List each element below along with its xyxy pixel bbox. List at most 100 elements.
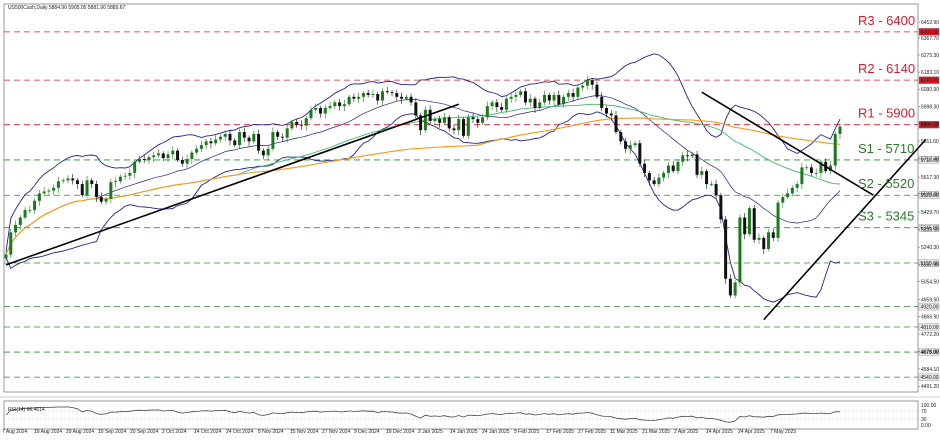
x-tick-label: 24 Apr 2025 xyxy=(738,429,765,435)
y-tick-label: 5717.40 xyxy=(921,157,939,163)
candle-body xyxy=(209,141,213,144)
level-price-tag xyxy=(918,156,940,164)
candle-body xyxy=(199,145,203,149)
candle-body xyxy=(714,184,718,196)
candle-body xyxy=(733,282,737,296)
candle-body xyxy=(42,191,46,194)
ma-orange-line xyxy=(5,117,841,255)
candle-body xyxy=(166,154,170,159)
candle-body xyxy=(604,107,608,114)
candle-body xyxy=(238,132,242,146)
candle-body xyxy=(290,121,294,129)
candle-body xyxy=(176,150,180,160)
x-tick-label: 24 Oct 2024 xyxy=(226,429,253,435)
candle-body xyxy=(481,117,485,123)
candle-body xyxy=(123,175,127,177)
candle-body xyxy=(614,115,618,133)
y-tick-label: 6183.10 xyxy=(921,70,939,76)
candle-body xyxy=(457,119,461,131)
candle-body xyxy=(271,132,275,149)
candle-body xyxy=(4,254,8,259)
y-tick-label: 4584.10 xyxy=(921,367,939,373)
candle-body xyxy=(809,167,813,173)
y-tick-label: 4772.20 xyxy=(921,332,939,338)
candle-body xyxy=(309,109,313,119)
x-tick-label: 19 Aug 2024 xyxy=(34,429,62,435)
candle-body xyxy=(462,119,466,136)
candle-body xyxy=(476,119,480,123)
candle-body xyxy=(257,133,261,151)
candle-body xyxy=(380,91,384,101)
candle-body xyxy=(557,94,561,105)
candle-body xyxy=(266,148,270,156)
candle-body xyxy=(404,96,408,99)
main-plot-frame xyxy=(3,3,919,393)
y-tick-label: 5054.50 xyxy=(921,280,939,286)
candle-body xyxy=(438,119,442,123)
candle-body xyxy=(28,210,32,211)
bollinger-middle xyxy=(5,95,841,255)
candle-body xyxy=(314,107,318,110)
candle-body xyxy=(295,121,299,125)
candle-body xyxy=(276,132,280,137)
level-price-tag xyxy=(918,121,940,129)
symbol-header: US500Cash,Daily 5884.90 5905.05 5881.90 … xyxy=(8,5,126,11)
candle-body xyxy=(662,172,666,178)
candle-body xyxy=(805,167,809,169)
level-price-tag xyxy=(918,373,940,381)
candle-body xyxy=(395,93,399,97)
candle-body xyxy=(99,197,103,202)
candle-body xyxy=(242,132,246,138)
candle-body xyxy=(590,80,594,85)
y-tick-label: 6452.90 xyxy=(921,20,939,26)
candle-body xyxy=(18,217,22,225)
candle-body xyxy=(75,180,79,185)
candle-body xyxy=(828,165,832,172)
candle-body xyxy=(519,91,523,95)
y-tick-label: 5529.20 xyxy=(921,192,939,198)
level-label: S1 - 5710 xyxy=(858,141,914,156)
level-price-tag-text: 5520.00 xyxy=(921,193,939,199)
candle-body xyxy=(319,107,323,114)
candle-body xyxy=(442,117,446,123)
candle-body xyxy=(833,133,837,166)
candle-body xyxy=(647,172,651,181)
level-price-tag-text: 5155.00 xyxy=(921,261,939,267)
x-tick-label: 17 Feb 2025 xyxy=(546,429,574,435)
candle-body xyxy=(114,181,118,183)
candle-body xyxy=(528,98,532,103)
level-price-tag-text: 6140.00 xyxy=(921,78,939,84)
candle-body xyxy=(171,150,175,155)
candle-body xyxy=(9,232,13,255)
candle-body xyxy=(771,232,775,238)
candle-body xyxy=(357,96,361,99)
candle-body xyxy=(643,163,647,173)
candle-body xyxy=(409,96,413,103)
level-price-tag-text: 4675.00 xyxy=(921,350,939,356)
level-label: S2 - 5520 xyxy=(858,176,914,191)
candle-body xyxy=(433,119,437,121)
candle-body xyxy=(838,126,842,134)
candle-body xyxy=(252,133,256,142)
candle-body xyxy=(338,102,342,107)
candle-body xyxy=(819,161,823,173)
x-tick-label: 7 May 2025 xyxy=(770,429,796,435)
y-tick-label: 5429.70 xyxy=(921,210,939,216)
level-price-tag xyxy=(918,191,940,199)
level-price-tag-text: 4810.00 xyxy=(921,325,939,331)
candle-body xyxy=(71,178,75,181)
x-tick-label: 7 Aug 2024 xyxy=(2,429,28,435)
y-tick-label: 5998.30 xyxy=(921,104,939,110)
candle-body xyxy=(790,187,794,194)
candle-body xyxy=(299,124,303,126)
x-tick-label: 27 Feb 2025 xyxy=(578,429,606,435)
x-tick-label: 14 Jan 2025 xyxy=(450,429,478,435)
candle-body xyxy=(743,217,747,235)
candle-body xyxy=(767,232,771,250)
level-label: R2 - 6140 xyxy=(858,61,915,76)
candle-body xyxy=(700,171,704,175)
candle-body xyxy=(342,104,346,107)
candle-body xyxy=(757,237,761,240)
candle-body xyxy=(400,96,404,99)
